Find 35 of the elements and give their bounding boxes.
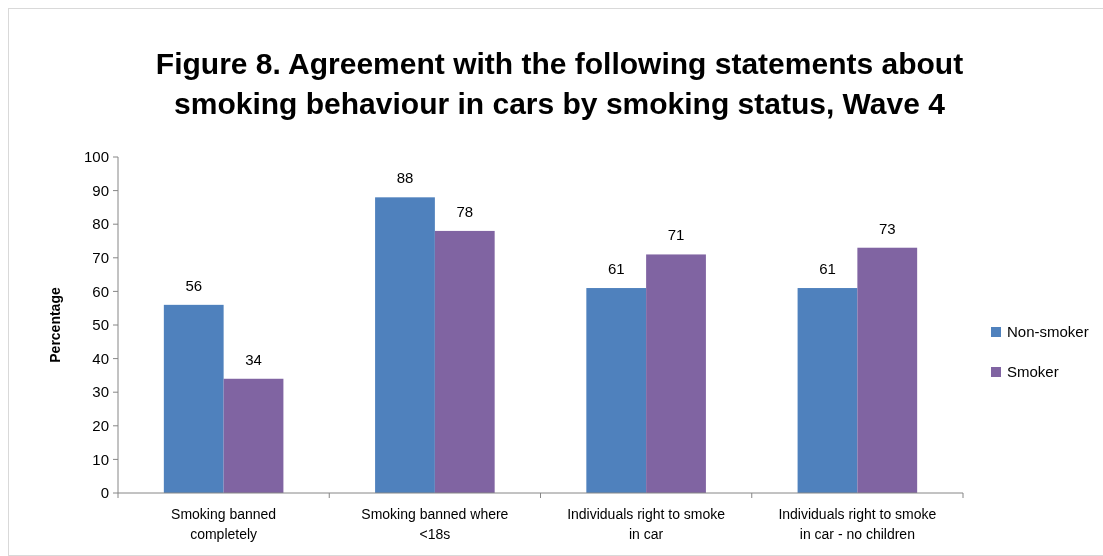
data-label: 78 [456,202,474,220]
y-tick-label: 40 [92,349,109,367]
data-label: 61 [607,260,625,278]
y-tick-label: 100 [83,148,109,166]
data-label: 56 [185,276,203,294]
bar [223,378,284,493]
y-tick-label: 50 [92,316,109,334]
y-tick-label: 60 [92,282,109,300]
y-axis-title: Percentage [47,287,63,363]
bar [857,247,918,493]
data-label: 71 [667,226,685,244]
y-tick-label: 0 [100,484,109,502]
x-tick-label: Smoking banned where <18s [361,506,509,542]
bar [163,304,224,493]
y-tick-label: 80 [92,215,109,233]
y-tick-label: 10 [92,450,109,468]
y-tick-label: 30 [92,383,109,401]
bar [434,230,495,493]
bar [375,197,435,493]
chart-title: Figure 8. Agreement with the following statements about smoking behaviour in cars by smoking status, Wave 4 [155,47,964,120]
data-label: 34 [245,350,262,368]
data-label: 73 [878,219,896,237]
legend-label: Non-smoker [1007,323,1089,341]
bar [586,288,647,493]
bar [797,288,858,493]
data-label: 88 [396,169,414,187]
bar [646,254,706,493]
y-tick-label: 20 [92,417,109,435]
y-tick-label: 70 [92,249,109,267]
x-tick-label: Individuals right to smoke in car [567,506,726,542]
legend-label: Smoker [1007,363,1059,381]
y-tick-label: 90 [92,181,109,199]
data-label: 61 [819,260,836,278]
x-tick-label: Smoking banned completely [171,506,277,542]
x-tick-label: Individuals right to smoke in car - no children [778,506,937,542]
